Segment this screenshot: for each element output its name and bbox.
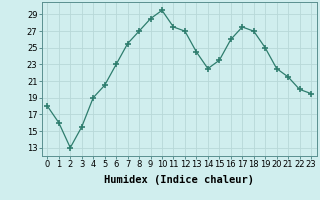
- X-axis label: Humidex (Indice chaleur): Humidex (Indice chaleur): [104, 175, 254, 185]
